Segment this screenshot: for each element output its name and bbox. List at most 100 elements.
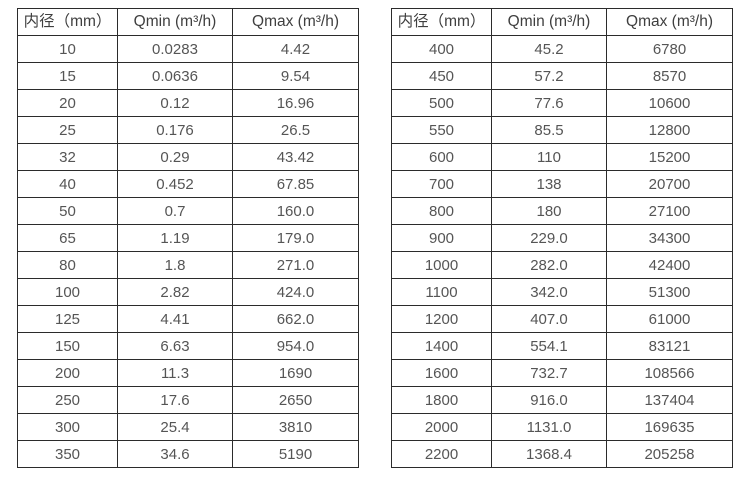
flow-table-small-diameters: 内径（mm） Qmin (m³/h) Qmax (m³/h) 10 0.0283 4… [17, 8, 359, 468]
table-cell: 424.0 [232, 278, 359, 306]
table-body: 10 0.0283 4.42 15 0.0636 9.54 20 0.12 16.96 25 0.1… [17, 35, 359, 468]
table-cell: 34.6 [117, 440, 233, 468]
table-cell: 32 [17, 143, 118, 171]
table-cell: 45.2 [491, 35, 607, 63]
table-cell: 26.5 [232, 116, 359, 144]
table-row: 200 11.3 1690 [17, 359, 359, 387]
table-cell: 57.2 [491, 62, 607, 90]
table-row: 80 1.8 271.0 [17, 251, 359, 279]
table-row: 400 45.2 6780 [391, 35, 733, 63]
table-cell: 61000 [606, 305, 733, 333]
table-row: 800 180 27100 [391, 197, 733, 225]
table-cell: 732.7 [491, 359, 607, 387]
table-cell: 20700 [606, 170, 733, 198]
table-cell: 550 [391, 116, 492, 144]
table-cell: 1800 [391, 386, 492, 414]
table-row: 150 6.63 954.0 [17, 332, 359, 360]
table-cell: 20 [17, 89, 118, 117]
table-cell: 1.8 [117, 251, 233, 279]
table-cell: 25 [17, 116, 118, 144]
table-cell: 342.0 [491, 278, 607, 306]
table-row: 100 2.82 424.0 [17, 278, 359, 306]
table-row: 20 0.12 16.96 [17, 89, 359, 117]
table-row: 700 138 20700 [391, 170, 733, 198]
table-cell: 150 [17, 332, 118, 360]
table-cell: 0.176 [117, 116, 233, 144]
table-row: 125 4.41 662.0 [17, 305, 359, 333]
table-row: 65 1.19 179.0 [17, 224, 359, 252]
table-cell: 16.96 [232, 89, 359, 117]
table-cell: 67.85 [232, 170, 359, 198]
table-cell: 179.0 [232, 224, 359, 252]
header-qmax: Qmax (m³/h) [232, 8, 359, 36]
table-cell: 34300 [606, 224, 733, 252]
table-cell: 6780 [606, 35, 733, 63]
table-cell: 1600 [391, 359, 492, 387]
table-cell: 407.0 [491, 305, 607, 333]
table-cell: 138 [491, 170, 607, 198]
table-row: 2000 1131.0 169635 [391, 413, 733, 441]
table-cell: 50 [17, 197, 118, 225]
table-cell: 662.0 [232, 305, 359, 333]
table-cell: 1.19 [117, 224, 233, 252]
table-cell: 0.29 [117, 143, 233, 171]
table-row: 32 0.29 43.42 [17, 143, 359, 171]
table-cell: 350 [17, 440, 118, 468]
table-cell: 110 [491, 143, 607, 171]
table-cell: 900 [391, 224, 492, 252]
table-cell: 4.41 [117, 305, 233, 333]
table-cell: 77.6 [491, 89, 607, 117]
table-cell: 42400 [606, 251, 733, 279]
table-cell: 400 [391, 35, 492, 63]
table-row: 350 34.6 5190 [17, 440, 359, 468]
table-cell: 0.7 [117, 197, 233, 225]
table-cell: 180 [491, 197, 607, 225]
table-cell: 15200 [606, 143, 733, 171]
table-cell: 10600 [606, 89, 733, 117]
table-cell: 9.54 [232, 62, 359, 90]
table-cell: 229.0 [491, 224, 607, 252]
table-cell: 282.0 [491, 251, 607, 279]
table-cell: 40 [17, 170, 118, 198]
table-cell: 250 [17, 386, 118, 414]
table-row: 1200 407.0 61000 [391, 305, 733, 333]
table-row: 10 0.0283 4.42 [17, 35, 359, 63]
table-row: 500 77.6 10600 [391, 89, 733, 117]
table-header-row: 内径（mm） Qmin (m³/h) Qmax (m³/h) [391, 8, 733, 36]
table-cell: 0.0283 [117, 35, 233, 63]
header-qmin: Qmin (m³/h) [491, 8, 607, 36]
table-row: 25 0.176 26.5 [17, 116, 359, 144]
header-diameter: 内径（mm） [17, 8, 118, 36]
table-cell: 1400 [391, 332, 492, 360]
table-cell: 25.4 [117, 413, 233, 441]
table-cell: 800 [391, 197, 492, 225]
table-cell: 6.63 [117, 332, 233, 360]
table-body: 400 45.2 6780 450 57.2 8570 500 77.6 10600 550 85.… [391, 35, 733, 468]
table-row: 40 0.452 67.85 [17, 170, 359, 198]
table-cell: 100 [17, 278, 118, 306]
table-cell: 271.0 [232, 251, 359, 279]
table-cell: 83121 [606, 332, 733, 360]
table-cell: 2200 [391, 440, 492, 468]
table-row: 1100 342.0 51300 [391, 278, 733, 306]
table-row: 250 17.6 2650 [17, 386, 359, 414]
table-row: 1000 282.0 42400 [391, 251, 733, 279]
table-cell: 11.3 [117, 359, 233, 387]
table-cell: 1368.4 [491, 440, 607, 468]
table-cell: 600 [391, 143, 492, 171]
header-diameter: 内径（mm） [391, 8, 492, 36]
table-row: 300 25.4 3810 [17, 413, 359, 441]
table-cell: 80 [17, 251, 118, 279]
table-cell: 137404 [606, 386, 733, 414]
table-header-row: 内径（mm） Qmin (m³/h) Qmax (m³/h) [17, 8, 359, 36]
table-cell: 554.1 [491, 332, 607, 360]
table-row: 15 0.0636 9.54 [17, 62, 359, 90]
table-cell: 51300 [606, 278, 733, 306]
table-cell: 65 [17, 224, 118, 252]
table-cell: 2000 [391, 413, 492, 441]
table-cell: 1100 [391, 278, 492, 306]
table-cell: 300 [17, 413, 118, 441]
table-cell: 500 [391, 89, 492, 117]
table-cell: 200 [17, 359, 118, 387]
